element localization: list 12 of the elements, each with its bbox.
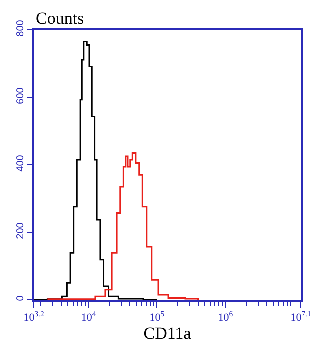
x-tick-label: 10$^{3.2}$ <box>24 309 44 324</box>
y-tick-label: 800 <box>15 20 26 37</box>
y-tick-label: 0 <box>15 295 26 302</box>
y-tick-label: 200 <box>15 222 26 240</box>
y-tick-label: 600 <box>15 87 26 104</box>
y-tick-label: 400 <box>15 154 26 172</box>
y-axis-title: Counts <box>36 9 84 28</box>
x-axis-title: CD11a <box>144 324 192 343</box>
x-tick-label: 10$^{4}$ <box>81 309 96 324</box>
x-tick-label: 10$^{6}$ <box>218 309 234 324</box>
x-tick-label: 10$^{7.1}$ <box>290 309 312 324</box>
x-tick-label: 10$^{5}$ <box>150 309 165 324</box>
